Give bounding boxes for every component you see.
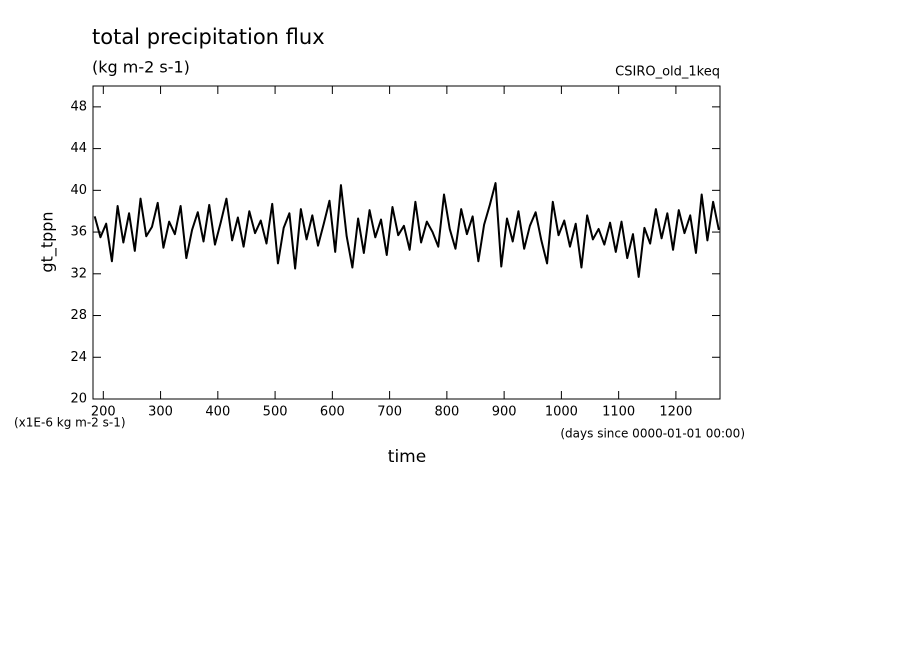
x-tick-label: 200 (91, 405, 116, 420)
x-tick-label: 1100 (602, 405, 635, 420)
y-tick-label: 48 (70, 99, 87, 114)
x-tick-label: 800 (434, 405, 459, 420)
x-tick-label: 300 (148, 405, 173, 420)
x-tick-label: 600 (320, 405, 345, 420)
x-tick-label: 1000 (545, 405, 578, 420)
x-units: (days since 0000-01-01 00:00) (560, 427, 745, 441)
x-tick-label: 500 (263, 405, 288, 420)
y-tick-label: 28 (70, 308, 87, 323)
chart-title: total precipitation flux (92, 25, 325, 49)
y-tick-label: 24 (70, 350, 87, 365)
y-tick-label: 20 (70, 392, 87, 407)
x-tick-label: 1200 (659, 405, 692, 420)
plot-frame (92, 85, 721, 400)
y-tick-label: 44 (70, 141, 87, 156)
y-units: (x1E-6 kg m-2 s-1) (14, 416, 126, 430)
x-tick-label: 700 (377, 405, 402, 420)
chart-subtitle: (kg m-2 s-1) (92, 58, 190, 77)
annotation: CSIRO_old_1keq (615, 65, 720, 80)
x-tick-label: 900 (492, 405, 517, 420)
y-tick-label: 40 (70, 183, 87, 198)
x-tick-label: 400 (205, 405, 230, 420)
y-tick-label: 36 (70, 225, 87, 240)
x-axis-label: time (388, 447, 426, 467)
y-tick-label: 32 (70, 266, 87, 281)
data-line (93, 182, 720, 278)
y-axis-label: gt_tppn (38, 211, 58, 272)
